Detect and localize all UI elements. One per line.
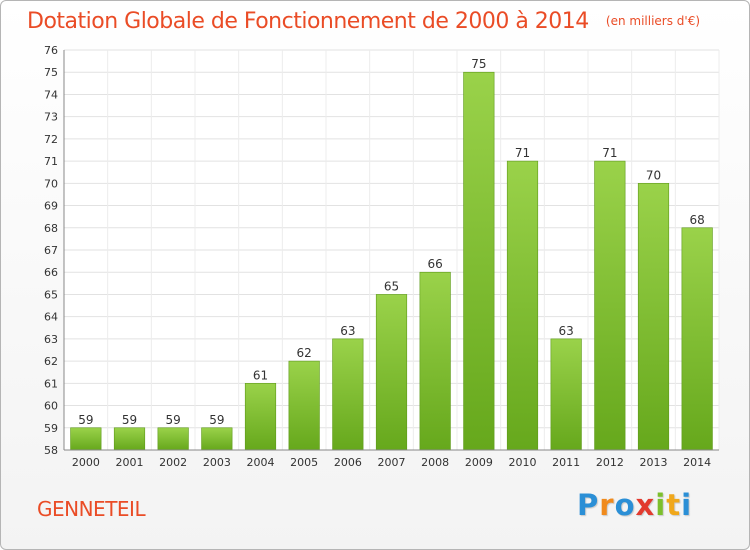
data-label: 66 xyxy=(428,257,443,271)
x-tick-label: 2008 xyxy=(421,456,449,469)
logo-letter: t xyxy=(666,488,682,522)
x-tick-label: 2014 xyxy=(683,456,711,469)
x-tick-label: 2010 xyxy=(509,456,537,469)
y-tick-label: 76 xyxy=(44,44,58,57)
y-tick-label: 62 xyxy=(44,355,58,368)
title-row: Dotation Globale de Fonctionnement de 20… xyxy=(27,9,700,34)
data-label: 62 xyxy=(297,346,312,360)
x-tick-label: 2003 xyxy=(203,456,231,469)
y-tick-label: 68 xyxy=(44,222,58,235)
bar xyxy=(681,227,713,451)
bar xyxy=(113,427,146,451)
y-tick-label: 58 xyxy=(44,444,58,457)
x-tick-label: 2000 xyxy=(72,456,100,469)
y-tick-label: 75 xyxy=(44,66,58,79)
x-tick-label: 2005 xyxy=(290,456,318,469)
bar xyxy=(332,338,364,451)
data-label: 59 xyxy=(122,413,137,427)
bar xyxy=(463,71,495,451)
data-label: 75 xyxy=(471,57,486,71)
y-tick-label: 63 xyxy=(44,333,58,346)
x-tick-label: 2006 xyxy=(334,456,362,469)
bar xyxy=(506,160,539,451)
logo-letter: i xyxy=(655,488,667,522)
data-label: 59 xyxy=(78,413,93,427)
x-tick-label: 2012 xyxy=(596,456,624,469)
chart-subtitle: (en milliers d'€) xyxy=(605,14,701,28)
data-label: 65 xyxy=(384,279,399,293)
bar xyxy=(244,383,277,451)
y-tick-label: 72 xyxy=(44,133,58,146)
bar xyxy=(375,294,408,451)
bar xyxy=(419,271,451,451)
data-label: 59 xyxy=(209,413,224,427)
y-tick-label: 70 xyxy=(44,177,58,190)
axis-layer: 58 59 60 61 62 63 64 65 66 67 68 69 70 71 72 73 74 75 76 59… xyxy=(44,44,719,469)
data-label: 71 xyxy=(515,146,530,160)
y-tick-label: 59 xyxy=(44,422,58,435)
data-label: 71 xyxy=(602,146,617,160)
y-tick-label: 71 xyxy=(44,155,58,168)
logo-letter: x xyxy=(635,488,656,522)
data-label: 59 xyxy=(166,413,181,427)
x-tick-label: 2004 xyxy=(247,456,275,469)
y-tick-label: 66 xyxy=(44,266,58,279)
y-tick-label: 61 xyxy=(44,377,58,390)
bar-layer xyxy=(70,71,713,451)
y-tick-label: 67 xyxy=(44,244,58,257)
data-label: 61 xyxy=(253,368,268,382)
bar xyxy=(550,338,582,451)
y-tick-label: 64 xyxy=(44,311,58,324)
y-tick-label: 60 xyxy=(44,400,58,413)
logo-letter: o xyxy=(614,488,636,522)
x-tick-label: 2011 xyxy=(552,456,580,469)
x-tick-label: 2013 xyxy=(640,456,668,469)
x-tick-label: 2002 xyxy=(159,456,187,469)
commune-name: GENNETEIL xyxy=(37,497,146,521)
bar xyxy=(201,427,233,451)
logo-letter: r xyxy=(599,488,615,522)
bar xyxy=(637,183,670,451)
bar xyxy=(288,360,320,451)
bar xyxy=(70,427,102,451)
x-tick-label: 2009 xyxy=(465,456,493,469)
logo-letter: P xyxy=(577,488,600,522)
data-label: 70 xyxy=(646,168,661,182)
y-tick-label: 69 xyxy=(44,200,58,213)
x-tick-label: 2007 xyxy=(378,456,406,469)
x-tick-label: 2001 xyxy=(116,456,144,469)
y-tick-label: 73 xyxy=(44,111,58,124)
bar xyxy=(157,427,189,451)
logo-letter: i xyxy=(681,488,693,522)
y-tick-label: 74 xyxy=(44,88,58,101)
data-label: 68 xyxy=(690,213,705,227)
chart-title: Dotation Globale de Fonctionnement de 20… xyxy=(27,9,589,34)
proxiti-logo[interactable]: Proxiti xyxy=(577,488,692,522)
y-tick-label: 65 xyxy=(44,288,58,301)
data-label: 63 xyxy=(559,324,574,338)
bar xyxy=(594,160,626,451)
data-label: 63 xyxy=(340,324,355,338)
